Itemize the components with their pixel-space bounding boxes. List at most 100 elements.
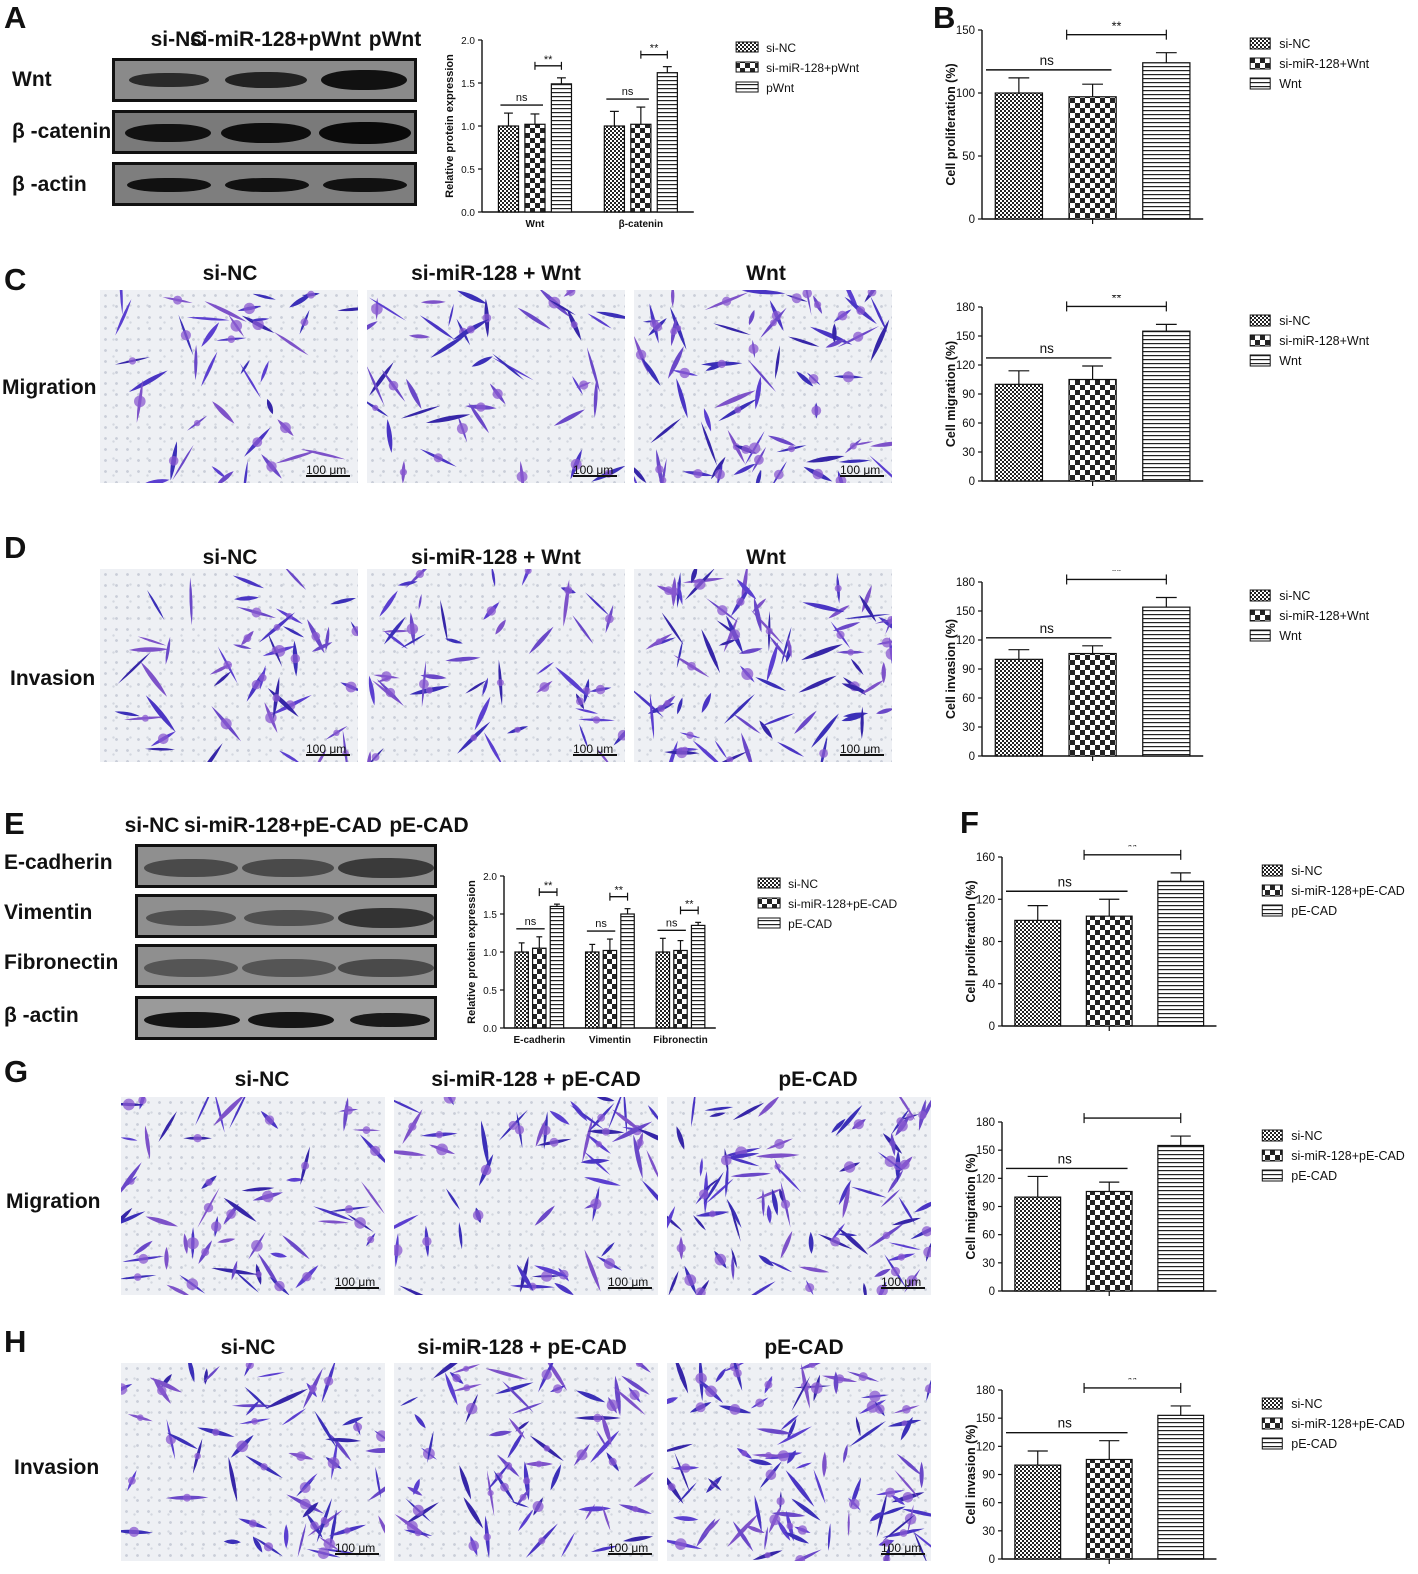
stained-cell (317, 1220, 349, 1224)
stained-cell (738, 648, 763, 654)
stained-cell (602, 1505, 611, 1531)
cell-body (300, 318, 309, 326)
significance-label: ** (1128, 845, 1138, 854)
blot-row-label: Fibronectin (4, 951, 119, 974)
stained-cell (203, 1365, 220, 1383)
stained-cell (670, 290, 675, 307)
cell-body (193, 1134, 202, 1143)
stained-cell (601, 1414, 612, 1446)
cell-body (476, 402, 486, 412)
cell-body (399, 468, 407, 476)
scale-bar: 100 μm (840, 742, 884, 756)
cell-body (670, 327, 678, 336)
cell-body (251, 680, 262, 690)
cell-layer (634, 569, 892, 762)
cell-body (482, 313, 492, 323)
stained-cell (850, 658, 864, 676)
stained-cell (580, 1158, 610, 1164)
cell-body (327, 1457, 340, 1469)
cell-body (595, 684, 606, 695)
cell-body (684, 1274, 697, 1286)
stained-cell (622, 1535, 654, 1542)
stained-cell (701, 629, 721, 674)
cell-body (884, 1155, 897, 1167)
cell-body (797, 1525, 808, 1535)
stained-cell (780, 1230, 793, 1259)
stained-cell (849, 1420, 887, 1447)
stained-cell (732, 1102, 765, 1121)
cell-body (748, 343, 759, 354)
stained-cell (595, 311, 625, 319)
stained-cell (117, 651, 151, 684)
stained-cell (841, 683, 867, 692)
cell-body (858, 1372, 868, 1382)
bar (1085, 1458, 1133, 1560)
bar (1068, 652, 1117, 757)
cell-layer (394, 1097, 658, 1295)
cell-body (345, 681, 357, 693)
bar (550, 83, 573, 213)
y-axis-label: Cell proliferation (%) (944, 63, 958, 185)
stained-cell (890, 1132, 896, 1157)
bar (549, 905, 565, 1029)
stained-cell (833, 1371, 839, 1395)
stained-cell (223, 1197, 257, 1222)
y-tick-label: 0 (969, 476, 975, 488)
significance-label: ** (1112, 570, 1122, 578)
cell-body (419, 679, 429, 689)
stained-cell (894, 1097, 916, 1121)
cell-body (296, 1451, 306, 1461)
stained-cell (229, 1097, 250, 1129)
stained-cell (896, 1453, 923, 1476)
cell-body (602, 1127, 610, 1136)
cell-body (741, 444, 751, 454)
stained-cell (633, 1134, 643, 1179)
micrograph: 100 μm (121, 1097, 385, 1295)
column-header: si-miR-128 + Wnt (411, 262, 581, 285)
y-tick-label: 180 (956, 302, 975, 314)
cell-body (251, 607, 262, 618)
stained-cell (536, 661, 555, 675)
stained-cell (756, 1428, 794, 1435)
cell-body (344, 1205, 354, 1214)
cell-body (456, 423, 468, 435)
stained-cell (776, 1519, 791, 1541)
stained-cell (760, 713, 795, 727)
cell-body (201, 1248, 210, 1257)
y-axis-label: Cell migration (%) (944, 341, 958, 447)
cell-body (248, 1519, 257, 1528)
x-tick-label: Vimentin (589, 1035, 631, 1046)
stained-cell (647, 1105, 658, 1123)
stained-cell (676, 1126, 685, 1150)
stained-cell (724, 1155, 760, 1167)
x-tick-label: β-catenin (619, 219, 663, 230)
stained-cell (587, 313, 612, 329)
cell-body (180, 330, 191, 341)
column-header: Wnt (746, 262, 786, 285)
stained-cell (611, 1121, 653, 1143)
cell-body (849, 442, 857, 450)
bar (994, 92, 1044, 220)
cell-body (258, 673, 267, 682)
western-blot-beta-actin (112, 162, 417, 206)
legend-label: si-NC (1279, 314, 1310, 328)
stained-cell (843, 1444, 848, 1464)
stained-cell (732, 1521, 754, 1552)
cell-body (655, 638, 663, 645)
stained-cell (128, 370, 168, 393)
stained-cell (114, 711, 140, 717)
stained-cell (677, 581, 683, 606)
cell-layer (394, 1363, 654, 1559)
y-axis-label: Cell invasion (%) (964, 1424, 978, 1524)
stained-cell (860, 706, 864, 740)
stained-cell (843, 614, 891, 619)
bar (1157, 880, 1205, 1027)
stained-cell (495, 619, 506, 635)
stained-cell (613, 1386, 646, 1416)
cell-body (843, 1161, 856, 1173)
stained-cell (718, 639, 737, 646)
cell-body (814, 301, 822, 309)
cell-body (749, 442, 761, 454)
bar (655, 951, 671, 1029)
significance-label: ns (1058, 1416, 1073, 1431)
